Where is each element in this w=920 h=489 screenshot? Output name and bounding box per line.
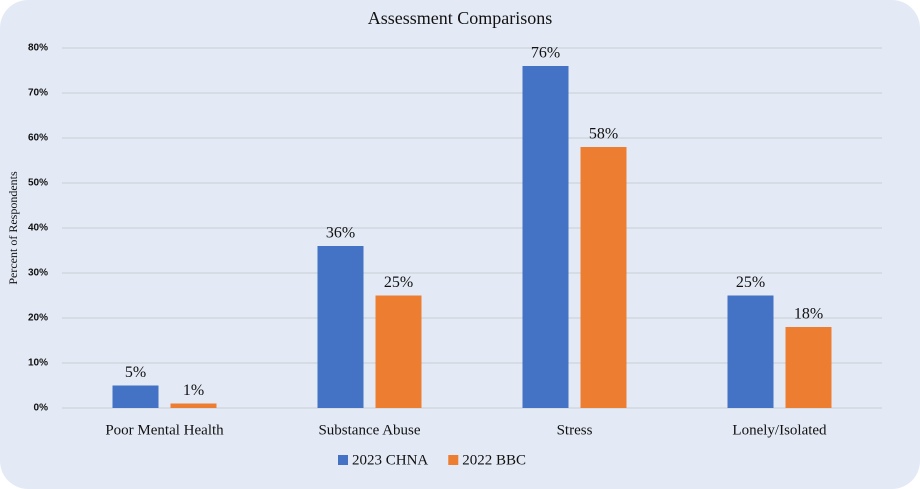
y-axis-label: Percent of Respondents: [6, 171, 20, 285]
bar: [170, 403, 217, 408]
y-tick-label: 70%: [28, 88, 48, 99]
bar: [727, 295, 774, 408]
bar: [375, 295, 422, 408]
data-label: 1%: [183, 382, 204, 399]
legend-swatch: [448, 455, 459, 465]
x-tick-label: Lonely/Isolated: [732, 422, 827, 438]
x-tick-label: Substance Abuse: [318, 422, 420, 438]
data-label: 58%: [589, 126, 618, 143]
y-tick-label: 80%: [28, 43, 48, 54]
bar: [522, 66, 569, 408]
y-tick-label: 30%: [28, 268, 48, 279]
data-label: 25%: [736, 274, 765, 291]
bar: [317, 246, 364, 408]
data-label: 25%: [384, 274, 413, 291]
chart-title: Assessment Comparisons: [368, 8, 553, 28]
y-tick-label: 60%: [28, 133, 48, 144]
bar: [785, 327, 832, 408]
data-label: 18%: [794, 306, 823, 323]
bar: [580, 147, 627, 408]
y-tick-label: 20%: [28, 313, 48, 324]
y-tick-label: 0%: [34, 403, 49, 414]
legend-label: 2023 CHNA: [352, 452, 428, 468]
legend-label: 2022 BBC: [462, 452, 526, 468]
y-tick-label: 40%: [28, 223, 48, 234]
x-tick-label: Poor Mental Health: [105, 422, 224, 438]
data-label: 76%: [531, 45, 560, 62]
x-tick-label: Stress: [557, 422, 593, 438]
data-label: 36%: [326, 225, 355, 242]
y-tick-label: 50%: [28, 178, 48, 189]
legend-swatch: [338, 455, 348, 465]
bar: [112, 385, 159, 408]
y-tick-label: 10%: [28, 358, 48, 369]
data-label: 5%: [125, 364, 146, 381]
